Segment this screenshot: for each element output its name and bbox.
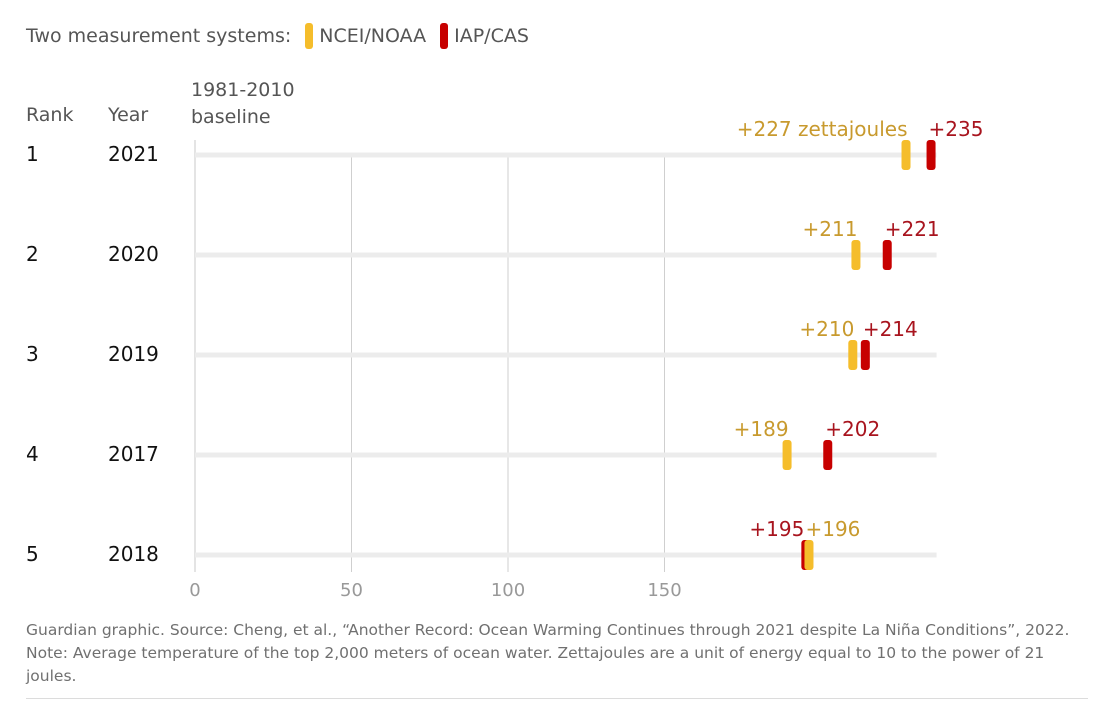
row-year: 2018: [108, 542, 159, 566]
iap-value-label: +235: [929, 117, 984, 141]
ncei-value-label: +211: [802, 217, 857, 241]
row-rank: 3: [26, 342, 39, 366]
legend-item-ncei: NCEI/NOAA: [291, 23, 426, 49]
iap-value-label: +195: [749, 517, 804, 541]
row-year: 2017: [108, 442, 159, 466]
ncei-noaa-mark: [851, 240, 861, 270]
ncei-noaa-mark: [901, 140, 911, 170]
row-rank: 5: [26, 542, 39, 566]
row-rank: 1: [26, 142, 39, 166]
iap-value-label: +202: [825, 417, 880, 441]
iap-cas-mark: [860, 340, 870, 370]
x-tick-label: 50: [340, 580, 363, 601]
x-tick-label: 0: [189, 580, 200, 601]
ncei-noaa-mark: [782, 440, 792, 470]
rank-header: Rank: [26, 104, 74, 126]
ncei-value-label: +196: [805, 517, 860, 541]
year-header: Year: [108, 104, 149, 126]
row-rank: 2: [26, 242, 39, 266]
legend-label-iap: IAP/CAS: [454, 25, 529, 47]
row-year: 2020: [108, 242, 159, 266]
legend-title: Two measurement systems:: [26, 25, 292, 47]
dot-plot-chart: 0 50 100 150 +227 zettajoules +235 +211 +221 +21…: [189, 117, 984, 601]
legend: Two measurement systems: NCEI/NOAA IAP/C…: [26, 22, 529, 50]
iap-cas-mark: [823, 440, 833, 470]
ncei-value-label: +227 zettajoules: [737, 117, 908, 141]
ncei-swatch-icon: [305, 23, 314, 49]
iap-value-label: +221: [885, 217, 940, 241]
legend-label-ncei: NCEI/NOAA: [319, 25, 427, 47]
ncei-value-label: +210: [799, 317, 854, 341]
iap-swatch-icon: [440, 23, 449, 49]
baseline-header-line2: baseline: [191, 106, 271, 128]
row-year: 2019: [108, 342, 159, 366]
x-tick-label: 150: [647, 580, 681, 601]
iap-cas-mark: [926, 140, 936, 170]
footer-note: Guardian graphic. Source: Cheng, et al.,…: [26, 621, 1070, 685]
iap-cas-mark: [882, 240, 892, 270]
footer-divider: [26, 698, 1088, 699]
ncei-noaa-mark: [848, 340, 858, 370]
x-tick-label: 100: [491, 580, 525, 601]
legend-item-iap: IAP/CAS: [426, 23, 529, 49]
ncei-noaa-mark: [804, 540, 814, 570]
baseline-header-line1: 1981-2010: [191, 79, 295, 101]
iap-value-label: +214: [863, 317, 918, 341]
row-rank: 4: [26, 442, 39, 466]
ncei-value-label: +189: [734, 417, 789, 441]
row-year: 2021: [108, 142, 159, 166]
